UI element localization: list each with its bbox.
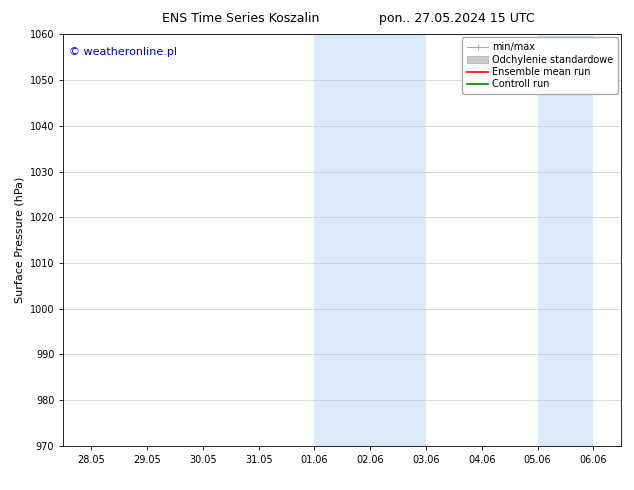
Bar — [538, 34, 593, 446]
Text: ENS Time Series Koszalin: ENS Time Series Koszalin — [162, 12, 320, 25]
Text: © weatheronline.pl: © weatheronline.pl — [69, 47, 177, 57]
Legend: min/max, Odchylenie standardowe, Ensemble mean run, Controll run: min/max, Odchylenie standardowe, Ensembl… — [462, 37, 618, 94]
Bar — [370, 34, 426, 446]
Bar — [314, 34, 370, 446]
Text: pon.. 27.05.2024 15 UTC: pon.. 27.05.2024 15 UTC — [378, 12, 534, 25]
Y-axis label: Surface Pressure (hPa): Surface Pressure (hPa) — [14, 177, 24, 303]
